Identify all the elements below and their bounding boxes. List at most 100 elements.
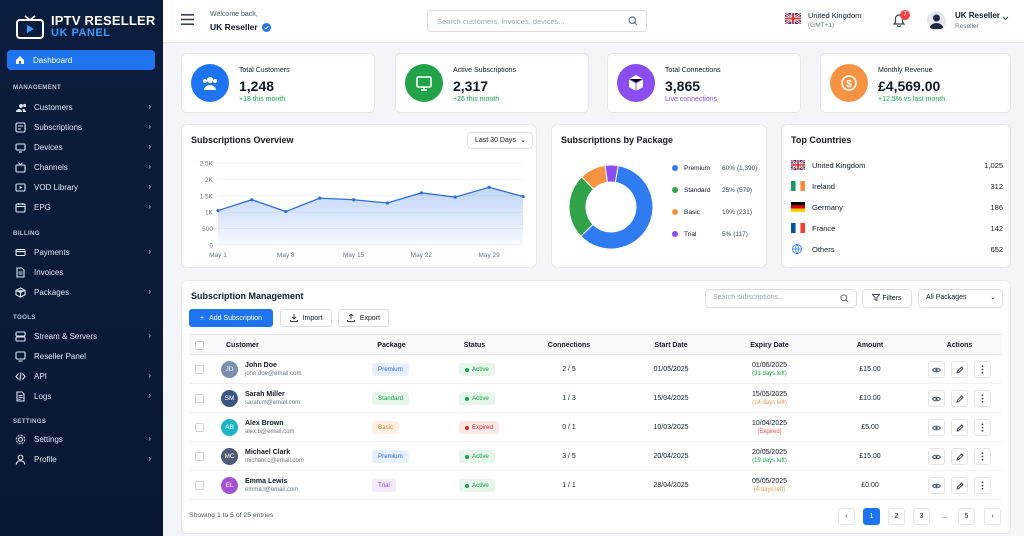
select-all-checkbox[interactable] <box>195 341 204 350</box>
more-button[interactable] <box>974 477 991 494</box>
sidebar-item-settings[interactable]: Settings › <box>15 431 155 447</box>
page-button[interactable]: 5 <box>958 508 975 525</box>
view-button[interactable] <box>928 419 945 436</box>
sidebar-item-dashboard[interactable]: Dashboard <box>7 50 155 70</box>
chevron-down-icon[interactable] <box>1002 16 1009 21</box>
customer-name[interactable]: Michael Clark <box>245 449 291 456</box>
sidebar-item-customers[interactable]: Customers › <box>15 99 155 115</box>
subscription-search-input[interactable]: Search subscriptions... <box>705 289 857 308</box>
column-header[interactable]: Start Date <box>654 342 688 349</box>
edit-button[interactable] <box>951 477 968 494</box>
page-button[interactable]: 1 <box>863 508 880 525</box>
legend-dot <box>672 187 678 193</box>
brand-logo[interactable]: IPTV RESELLER UK PANEL <box>0 0 163 44</box>
sidebar-item-label: Subscriptions <box>34 122 83 132</box>
chevron-right-icon: › <box>148 287 151 296</box>
view-button[interactable] <box>928 361 945 378</box>
view-button[interactable] <box>928 448 945 465</box>
data-point <box>521 194 525 199</box>
user-menu[interactable]: UK Reseller Reseller <box>955 11 1000 30</box>
section-tools: TOOLS <box>13 314 36 321</box>
customer-email: john.doe@email.com <box>245 371 302 377</box>
edit-button[interactable] <box>951 448 968 465</box>
legend-dot <box>672 231 678 237</box>
package-cell: Premium <box>346 355 437 384</box>
row-checkbox[interactable] <box>195 365 204 374</box>
filters-button[interactable]: Filters <box>862 289 912 308</box>
edit-button[interactable] <box>951 390 968 407</box>
sidebar-item-devices[interactable]: Devices › <box>15 139 155 155</box>
column-header[interactable]: Status <box>463 342 486 349</box>
column-header[interactable]: Customer <box>226 342 259 349</box>
search-icon[interactable] <box>628 16 638 26</box>
page-button[interactable]: 3 <box>913 508 930 525</box>
actions-cell <box>917 471 1002 500</box>
sidebar-item-invoices[interactable]: Invoices <box>15 264 155 280</box>
import-button[interactable]: Import <box>280 309 332 327</box>
customer-name[interactable]: Emma Lewis <box>245 478 288 485</box>
pencil-icon <box>955 423 964 432</box>
uk-flag-icon[interactable] <box>785 13 801 24</box>
sidebar-item-payments[interactable]: Payments › <box>15 244 155 260</box>
column-header[interactable]: Connections <box>547 342 591 349</box>
sidebar-item-profile[interactable]: Profile › <box>15 451 155 467</box>
sidebar-item-epg[interactable]: EPG › <box>15 199 155 215</box>
more-button[interactable] <box>974 419 991 436</box>
menu-icon[interactable] <box>181 14 194 25</box>
row-checkbox[interactable] <box>195 452 204 461</box>
dollar-icon-badge: $ <box>830 64 868 102</box>
sidebar-item-subscriptions[interactable]: Subscriptions › <box>15 119 155 135</box>
more-button[interactable] <box>974 448 991 465</box>
series-line <box>217 186 524 213</box>
country-name: Ireland <box>812 182 835 191</box>
customers-icon <box>16 103 26 112</box>
export-button[interactable]: Export <box>338 309 389 327</box>
package-cell: Trial <box>346 471 437 500</box>
data-point <box>453 195 457 199</box>
more-vertical-icon <box>981 394 984 403</box>
package-filter-dropdown[interactable]: All Packages ⌄ <box>918 289 1003 308</box>
sidebar-item-reseller-panel[interactable]: Reseller Panel <box>15 348 155 364</box>
legend-name: Basic <box>684 209 700 216</box>
table-row: JD John Doe john.doe@email.com Premium Act… <box>189 355 1002 384</box>
overview-title: Subscriptions Overview <box>191 135 294 145</box>
sidebar-item-channels[interactable]: Channels › <box>15 159 155 175</box>
view-button[interactable] <box>928 390 945 407</box>
column-header[interactable]: Package <box>377 342 406 349</box>
column-header[interactable]: Actions <box>946 342 973 349</box>
sidebar-item-logs[interactable]: Logs › <box>15 388 155 404</box>
view-button[interactable] <box>928 477 945 494</box>
package-title: Subscriptions by Package <box>561 135 674 145</box>
legend-premium: Premium 60% (1,390) <box>672 165 762 172</box>
add-label: Add Subscription <box>209 314 262 322</box>
row-checkbox[interactable] <box>195 481 204 490</box>
sidebar-item-api[interactable]: API › <box>15 368 155 384</box>
edit-button[interactable] <box>951 361 968 378</box>
more-button[interactable] <box>974 361 991 378</box>
prev-page-button[interactable]: ‹ <box>838 508 855 525</box>
customer-name[interactable]: John Doe <box>245 362 277 369</box>
customer-name[interactable]: Sarah Miller <box>245 391 285 398</box>
customer-name[interactable]: Alex Brown <box>245 420 284 427</box>
edit-button[interactable] <box>951 419 968 436</box>
column-header[interactable]: Amount <box>856 342 884 349</box>
search-icon[interactable] <box>840 294 849 303</box>
data-point <box>385 201 390 205</box>
global-search-input[interactable]: Search customers, invoices, devices... <box>427 10 647 32</box>
row-checkbox[interactable] <box>195 423 204 432</box>
chevron-right-icon: › <box>991 513 994 520</box>
eye-icon <box>932 425 941 430</box>
expiry-date: 10/04/2025 <box>751 419 788 427</box>
sidebar-item-stream-servers[interactable]: Stream & Servers › <box>15 328 155 344</box>
row-checkbox[interactable] <box>195 394 204 403</box>
user-avatar[interactable] <box>927 11 946 30</box>
page-button[interactable]: 2 <box>888 508 905 525</box>
country-selector[interactable]: United Kingdom (GMT+1) <box>808 11 861 29</box>
column-header[interactable]: Expiry Date <box>750 342 789 349</box>
range-dropdown[interactable]: Last 30 Days ⌄ <box>467 132 533 149</box>
sidebar-item-vod-library[interactable]: VOD Library › <box>15 179 155 195</box>
add-subscription-button[interactable]: + Add Subscription <box>189 309 273 327</box>
sidebar-item-packages[interactable]: Packages › <box>15 284 155 300</box>
more-button[interactable] <box>974 390 991 407</box>
next-page-button[interactable]: › <box>984 508 1001 525</box>
